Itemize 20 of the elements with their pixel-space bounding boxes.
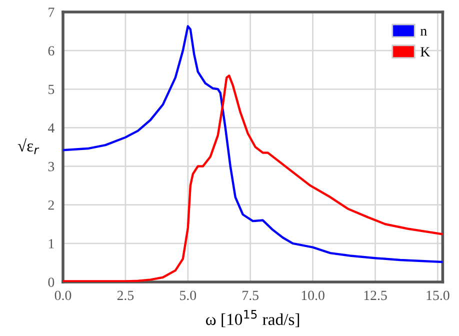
x-tick-label: 2.5 <box>117 290 134 300</box>
line-series <box>63 25 443 264</box>
y-tick-label: 7 <box>48 8 54 17</box>
y-tick-label: 1 <box>48 239 54 248</box>
x-tick-label: 0.0 <box>54 290 72 300</box>
y-tick-label: 0 <box>48 278 54 287</box>
y-tick-label: 6 <box>48 46 54 56</box>
y-axis-title: √ε$_{r}$ <box>18 138 40 154</box>
x-axis-title: ω [10$^{15}$ rad/s] <box>206 310 300 328</box>
legend-label: n <box>420 28 427 36</box>
x-tick-label: 10.0 <box>302 290 324 300</box>
x-tick-label: 15.0 <box>426 290 450 300</box>
x-tick-label: 12.5 <box>364 290 387 300</box>
y-tick-label: 3 <box>48 162 54 172</box>
y-tick-label: 4 <box>48 123 54 133</box>
y-tick-label: 5 <box>48 84 54 94</box>
legend-label: K <box>420 47 430 56</box>
y-tick-label: 2 <box>48 200 54 210</box>
x-tick-label: 7.5 <box>242 290 258 300</box>
x-tick-label: 5.0 <box>180 290 196 300</box>
